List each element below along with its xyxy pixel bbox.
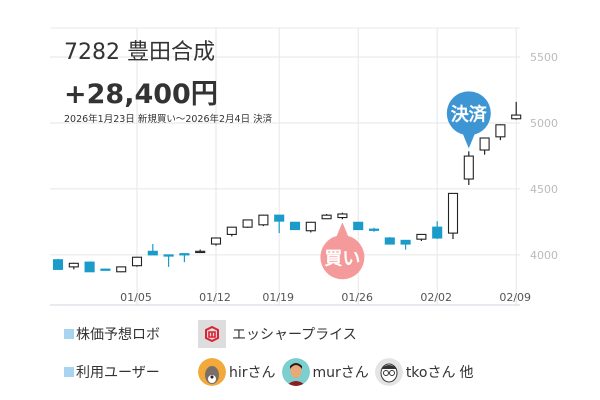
- candle: [416, 233, 427, 242]
- candle-body: [289, 221, 301, 231]
- candle-body: [432, 226, 443, 239]
- candle-body: [416, 233, 427, 240]
- buy-marker: 買い: [320, 222, 365, 280]
- candle-body: [226, 226, 237, 235]
- candle: [337, 212, 348, 220]
- candle: [68, 262, 79, 270]
- legend-square-icon: [64, 329, 74, 339]
- candle-body: [305, 221, 316, 232]
- candle: [368, 227, 380, 232]
- candle: [274, 214, 285, 234]
- candle-body: [84, 261, 95, 273]
- candle-body: [242, 219, 253, 228]
- y-tick-label: 5500: [530, 51, 558, 64]
- user-name[interactable]: tkoさん: [405, 365, 456, 381]
- stock-title: 7282 豊田合成: [64, 40, 215, 65]
- candle-body: [147, 250, 158, 256]
- candle-body: [495, 124, 506, 138]
- candle-body: [447, 192, 459, 234]
- candle-body: [321, 214, 332, 220]
- candle-body: [68, 262, 79, 268]
- user-avatar-glasses-icon[interactable]: [374, 358, 403, 386]
- candle: [305, 221, 316, 233]
- robot-name[interactable]: エッシャープライス: [232, 327, 357, 343]
- candle-body: [131, 256, 143, 267]
- x-tick-label: 01/12: [199, 291, 231, 304]
- legend-square-icon: [64, 367, 74, 377]
- candle-body: [163, 254, 174, 257]
- candle-body: [195, 250, 206, 254]
- candle: [258, 214, 269, 227]
- marker-circle: [446, 91, 491, 136]
- candle-body: [100, 268, 111, 271]
- user-avatar-person-icon[interactable]: [281, 358, 310, 386]
- candle: [195, 249, 206, 254]
- robot-row: 株価予想ロボ エッシャープライス: [64, 320, 357, 348]
- candle: [179, 253, 190, 263]
- candle: [353, 221, 364, 231]
- x-tick-label: 02/09: [499, 291, 531, 304]
- candle: [100, 268, 111, 271]
- candle: [163, 254, 174, 267]
- candle-body: [337, 213, 348, 219]
- candle-body: [368, 228, 380, 231]
- candle: [479, 137, 490, 155]
- candle: [432, 221, 443, 240]
- candle: [321, 213, 332, 220]
- candle: [131, 256, 143, 267]
- candle: [226, 226, 237, 237]
- profit-amount: +28,400円: [64, 79, 218, 110]
- x-tick-label: 02/02: [420, 291, 452, 304]
- candle: [447, 192, 459, 240]
- x-tick-label: 01/05: [120, 291, 152, 304]
- users-label: 利用ユーザー: [76, 365, 160, 381]
- y-tick-label: 5000: [530, 117, 558, 130]
- marker-circle: [320, 235, 365, 280]
- users-row: 利用ユーザー hirさん murさん tkoさん 他: [64, 358, 473, 386]
- candle-body: [463, 155, 474, 180]
- candle: [242, 219, 253, 228]
- candle: [511, 101, 522, 120]
- candle-body: [353, 221, 364, 231]
- candle: [463, 151, 474, 185]
- user-name[interactable]: murさん: [312, 365, 369, 381]
- candle: [147, 244, 158, 256]
- candle: [210, 237, 222, 246]
- robot-label: 株価予想ロボ: [76, 327, 160, 343]
- users-more[interactable]: 他: [459, 365, 474, 381]
- user-name[interactable]: hirさん: [229, 365, 276, 381]
- marker-label: 決済: [451, 103, 488, 125]
- trade-period: 2026年1月23日 新規買い〜2026年2月4日 決済: [64, 114, 273, 125]
- y-tick-label: 4000: [530, 249, 558, 262]
- candle-body: [258, 214, 269, 226]
- candle: [52, 258, 64, 270]
- x-tick-label: 01/19: [262, 291, 294, 304]
- candle-body: [116, 266, 127, 273]
- marker-pointer: [461, 131, 476, 149]
- marker-label: 買い: [324, 248, 360, 269]
- candle: [495, 124, 506, 141]
- user-avatar-dog-icon[interactable]: [198, 358, 226, 386]
- candle: [400, 239, 411, 250]
- candle-body: [210, 237, 222, 245]
- candle-body: [179, 253, 190, 256]
- candle: [384, 237, 395, 245]
- candle-body: [479, 137, 490, 151]
- marker-pointer: [335, 222, 350, 240]
- sell-marker: 決済: [446, 91, 491, 149]
- y-tick-label: 4500: [530, 183, 558, 196]
- candle: [116, 266, 127, 273]
- candle-body: [52, 259, 64, 270]
- x-tick-label: 01/26: [341, 291, 373, 304]
- robot-logo-icon: [198, 320, 226, 348]
- candle: [84, 261, 95, 273]
- candle-body: [511, 114, 522, 120]
- candle-body: [400, 239, 411, 245]
- candle-body: [384, 237, 395, 245]
- candle-body: [274, 214, 285, 222]
- candle: [289, 221, 301, 231]
